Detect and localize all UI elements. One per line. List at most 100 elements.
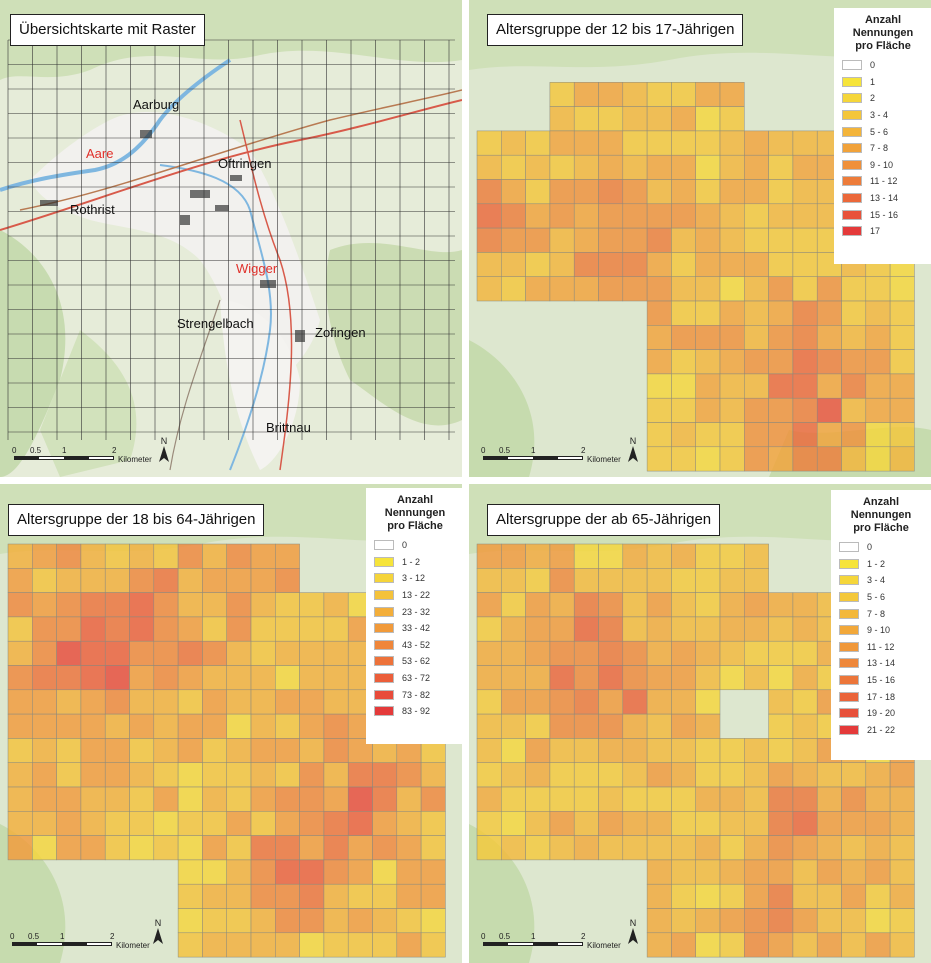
- grid-cell: [32, 762, 57, 788]
- legend-item: 63 - 72: [374, 670, 456, 687]
- grid-cell: [573, 640, 599, 666]
- grid-cell: [275, 835, 300, 861]
- legend-item: 83 - 92: [374, 703, 456, 720]
- grid-cell: [792, 252, 818, 277]
- grid-cell: [792, 713, 818, 739]
- grid-cell: [744, 397, 769, 423]
- grid-cell: [420, 786, 446, 812]
- grid-cell: [7, 762, 33, 788]
- grid-cell: [549, 82, 575, 107]
- grid-cell: [744, 349, 769, 375]
- scale-tick-2: 2: [112, 446, 117, 455]
- grid-cell: [598, 713, 624, 739]
- grid-cell: [719, 665, 745, 691]
- grid-cell: [372, 908, 398, 934]
- grid-cell: [250, 568, 276, 593]
- grid-cell: [525, 543, 551, 569]
- legend-label: 63 - 72: [402, 673, 431, 684]
- grid-cell: [104, 738, 130, 763]
- choropleth-panel-65-plus[interactable]: Altersgruppe der ab 65-Jährigen Anzahl Ne…: [469, 484, 931, 963]
- grid-cell: [816, 859, 842, 885]
- grid-cell: [744, 932, 769, 958]
- grid-cell: [153, 689, 179, 715]
- grid-cell: [104, 762, 130, 788]
- grid-cell: [501, 786, 526, 812]
- grid-cell: [32, 616, 57, 642]
- grid-cell: [744, 786, 769, 812]
- grid-cell: [347, 908, 373, 934]
- grid-cell: [573, 227, 599, 253]
- place-label-rothrist: Rothrist: [70, 202, 115, 217]
- grid-cell: [744, 640, 769, 666]
- grid-cell: [32, 738, 57, 763]
- legend-label: 0: [870, 60, 876, 71]
- legend-item: 3 - 12: [374, 570, 456, 587]
- legend-item: 1 - 2: [839, 556, 923, 573]
- grid-cell: [695, 738, 721, 763]
- grid-cell: [275, 908, 300, 934]
- grid-cell: [622, 811, 648, 836]
- choropleth-panel-12-17[interactable]: Altersgruppe der 12 bis 17-Jährigen Anza…: [469, 0, 931, 477]
- grid-cell: [744, 252, 769, 277]
- grid-cell: [792, 689, 818, 715]
- grid-cell: [889, 932, 915, 958]
- overview-map-panel[interactable]: Übersichtskarte mit Raster Aarburg Oftri…: [0, 0, 462, 477]
- grid-cell: [646, 616, 672, 642]
- grid-cell: [525, 592, 551, 618]
- legend-label: 33 - 42: [402, 623, 431, 634]
- legend-title-line: pro Fläche: [855, 40, 911, 52]
- legend-swatch: [839, 724, 859, 735]
- grid-cell: [671, 689, 696, 715]
- grid-cell: [323, 616, 349, 642]
- grid-cell: [671, 82, 696, 107]
- grid-cell: [56, 786, 82, 812]
- grid-cell: [323, 908, 349, 934]
- legend-label: 15 - 16: [867, 675, 896, 686]
- grid-cell: [768, 811, 794, 836]
- grid-cell: [202, 786, 227, 812]
- legend-label: 13 - 14: [870, 193, 899, 204]
- legend-label: 0: [867, 542, 873, 553]
- grid-cell: [719, 82, 745, 107]
- grid-cell: [501, 543, 526, 569]
- grid-cell: [768, 130, 794, 156]
- choropleth-panel-18-64[interactable]: Altersgruppe der 18 bis 64-Jährigen Anza…: [0, 484, 462, 963]
- grid-cell: [695, 908, 721, 934]
- grid-cell: [622, 738, 648, 763]
- grid-cell: [646, 82, 672, 107]
- legend-swatch: [842, 193, 862, 204]
- grid-cell: [719, 568, 745, 593]
- grid-cell: [323, 738, 349, 763]
- grid-cell: [202, 859, 227, 885]
- grid-cell: [299, 762, 325, 788]
- grid-cell: [226, 592, 252, 618]
- grid-cell: [719, 422, 745, 448]
- grid-cell: [549, 543, 575, 569]
- grid-cell: [347, 786, 373, 812]
- scale-tick-0: 0: [10, 932, 15, 941]
- grid-cell: [476, 762, 502, 788]
- grid-cell: [250, 713, 276, 739]
- grid-cell: [226, 835, 252, 861]
- grid-cell: [598, 640, 624, 666]
- grid-cell: [250, 640, 276, 666]
- legend-item: 17 - 18: [839, 688, 923, 705]
- grid-cell: [372, 883, 398, 909]
- grid-cell: [622, 592, 648, 618]
- grid-cell: [129, 616, 155, 642]
- legend-label: 11 - 12: [870, 176, 898, 187]
- scale-tick-2: 2: [581, 446, 586, 455]
- grid-cell: [671, 738, 696, 763]
- grid-cell: [573, 154, 599, 180]
- grid-cell: [865, 908, 891, 934]
- legend-label: 2: [870, 93, 876, 104]
- grid-cell: [865, 446, 891, 472]
- grid-cell: [792, 859, 818, 885]
- grid-cell: [129, 811, 155, 836]
- grid-cell: [549, 738, 575, 763]
- grid-cell: [323, 592, 349, 618]
- grid-cell: [7, 543, 33, 569]
- grid-cell: [396, 835, 422, 861]
- legend-label: 73 - 82: [402, 689, 431, 700]
- grid-cell: [226, 738, 252, 763]
